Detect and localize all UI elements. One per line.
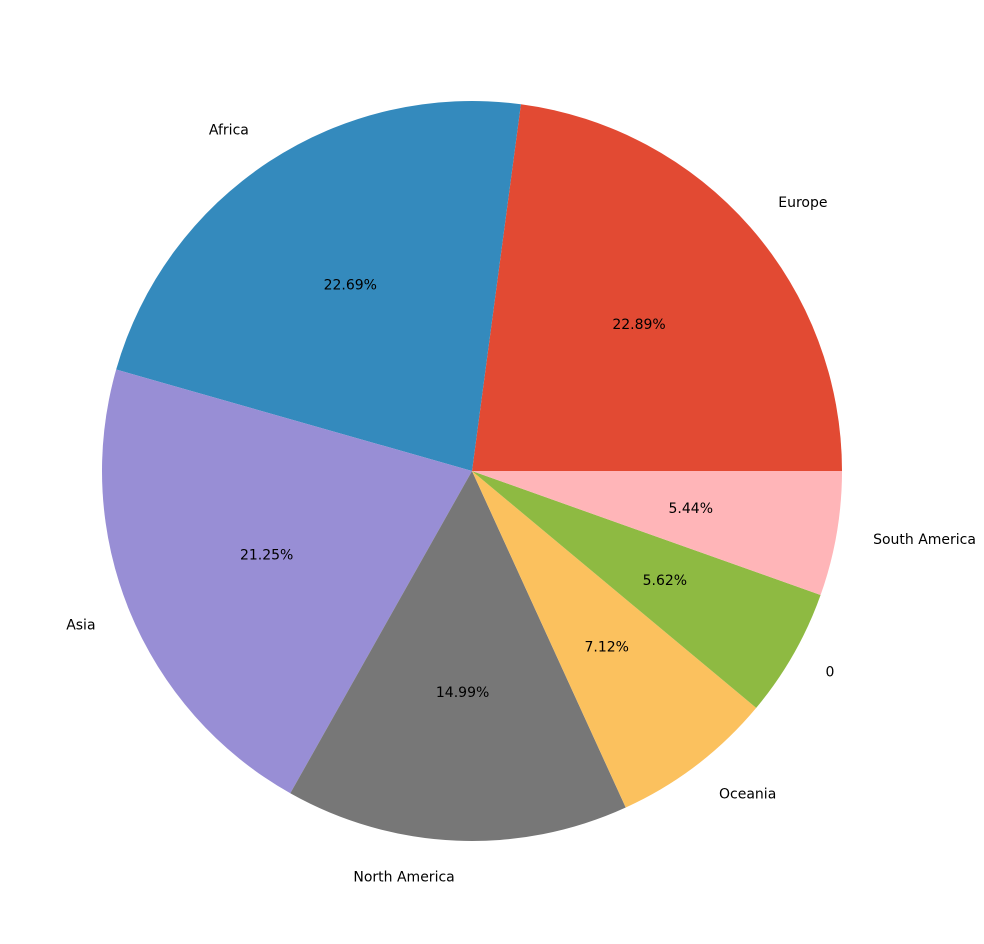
- slice-label: Asia: [66, 618, 95, 634]
- pie-slice: [472, 471, 757, 808]
- slice-label: Europe: [778, 195, 827, 211]
- value-label: 5.44%: [669, 501, 713, 517]
- pie-slice: [472, 104, 842, 472]
- value-label: 14.99%: [436, 685, 489, 701]
- value-label: 7.12%: [584, 639, 628, 655]
- pie-slice: [102, 369, 473, 794]
- value-label: 22.89%: [612, 317, 665, 333]
- pie-slice: [472, 471, 821, 708]
- pie-slice: [290, 471, 626, 841]
- slice-label: Africa: [209, 123, 249, 139]
- slice-label: North America: [353, 870, 454, 886]
- value-label: 22.69%: [324, 277, 377, 293]
- slice-label: South America: [873, 532, 976, 548]
- value-label: 21.25%: [240, 547, 293, 563]
- slice-label: Oceania: [719, 786, 776, 802]
- pie-slice: [472, 471, 842, 596]
- slice-label: 0: [826, 665, 835, 681]
- value-label: 5.62%: [643, 573, 687, 589]
- pie-slice: [116, 101, 521, 472]
